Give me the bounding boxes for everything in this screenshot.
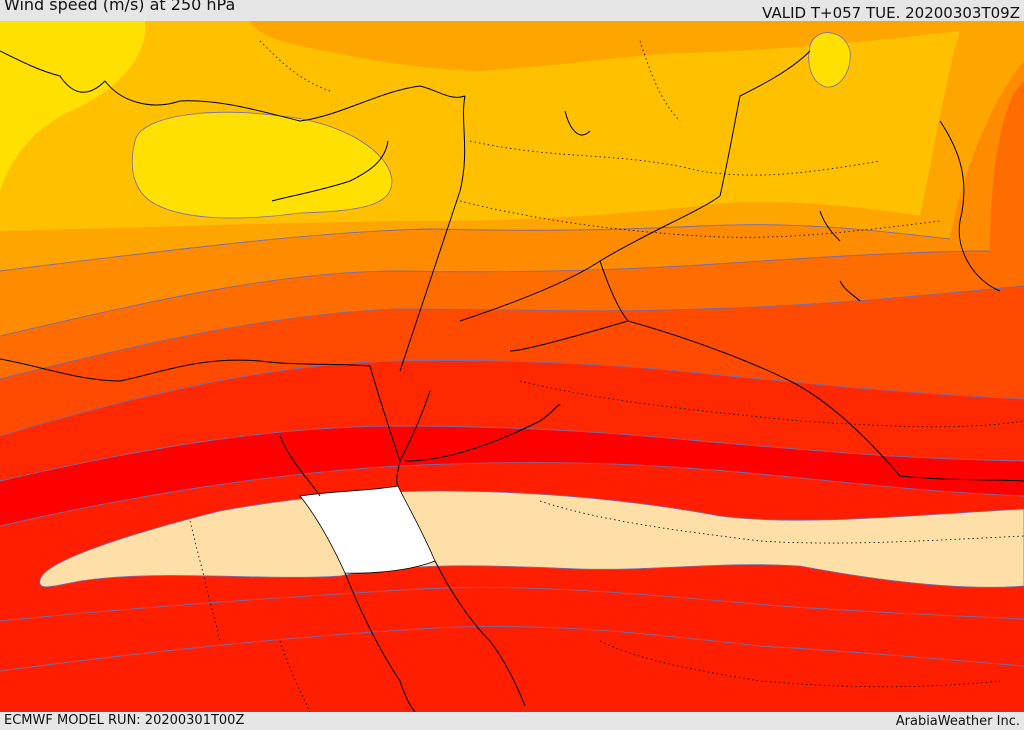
internal-borders [189,40,1024,712]
provider: ArabiaWeather Inc. [895,714,1020,729]
coastlines [0,50,1024,712]
band-yellow-north [808,32,851,88]
map-footer: ECMWF MODEL RUN: 20200301T00Z ArabiaWeat… [0,712,1024,729]
map-canvas [0,21,1024,712]
band-yellow-cyprus [131,111,393,219]
map-title: Wind speed (m/s) at 250 hPa [4,0,236,14]
band-yellow-west [0,21,146,191]
contour-lines [0,224,1024,672]
wind-speed-map [0,21,1024,712]
model-run: ECMWF MODEL RUN: 20200301T00Z [4,713,245,728]
map-header: Wind speed (m/s) at 250 hPa VALID T+057 … [0,0,1024,22]
band-orange-north [250,21,820,71]
valid-time: VALID T+057 TUE. 20200303T09Z [762,4,1020,22]
